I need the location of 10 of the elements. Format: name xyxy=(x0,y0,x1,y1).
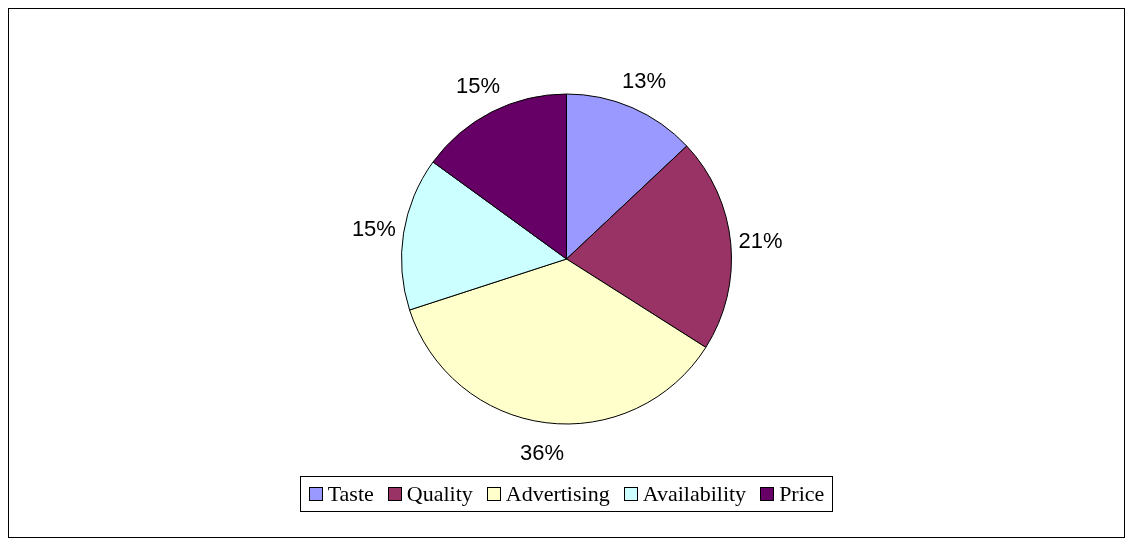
legend-label: Availability xyxy=(641,481,747,507)
legend-label: Quality xyxy=(405,481,473,507)
data-label: 15% xyxy=(351,216,396,241)
data-label: 21% xyxy=(738,228,783,254)
legend-label: Advertising xyxy=(504,481,610,507)
data-label: 15% xyxy=(455,72,500,98)
legend-label: Price xyxy=(778,481,825,507)
data-label: 13% xyxy=(621,67,666,93)
legend-label: Taste xyxy=(326,481,374,507)
data-label: 36% xyxy=(520,439,565,465)
